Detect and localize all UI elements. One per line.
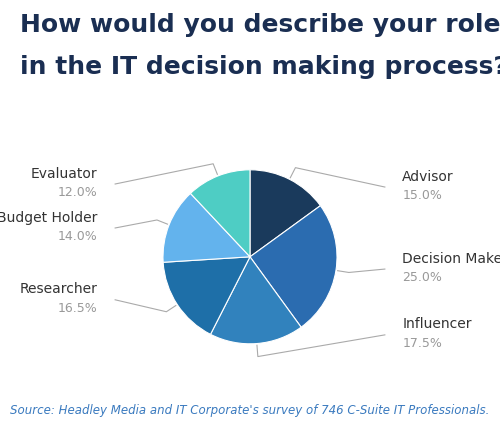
Wedge shape [163,257,250,334]
Wedge shape [190,170,250,257]
Text: Advisor: Advisor [402,170,454,184]
Wedge shape [250,206,337,327]
Text: 15.0%: 15.0% [402,189,442,202]
Text: 25.0%: 25.0% [402,271,442,284]
Text: 14.0%: 14.0% [58,230,98,243]
Text: 16.5%: 16.5% [58,302,98,315]
Text: How would you describe your role: How would you describe your role [20,13,500,37]
Text: Source: Headley Media and IT Corporate's survey of 746 C-Suite IT Professionals.: Source: Headley Media and IT Corporate's… [10,404,490,417]
Text: 12.0%: 12.0% [58,186,98,199]
Wedge shape [210,257,301,344]
Text: Budget Holder: Budget Holder [0,210,98,224]
Text: Decision Maker: Decision Maker [402,252,500,266]
Text: Researcher: Researcher [20,282,98,296]
Wedge shape [163,193,250,262]
Text: 17.5%: 17.5% [402,337,442,350]
Text: Influencer: Influencer [402,317,472,331]
Text: in the IT decision making process?: in the IT decision making process? [20,55,500,79]
Text: Evaluator: Evaluator [31,167,98,181]
Wedge shape [250,170,320,257]
